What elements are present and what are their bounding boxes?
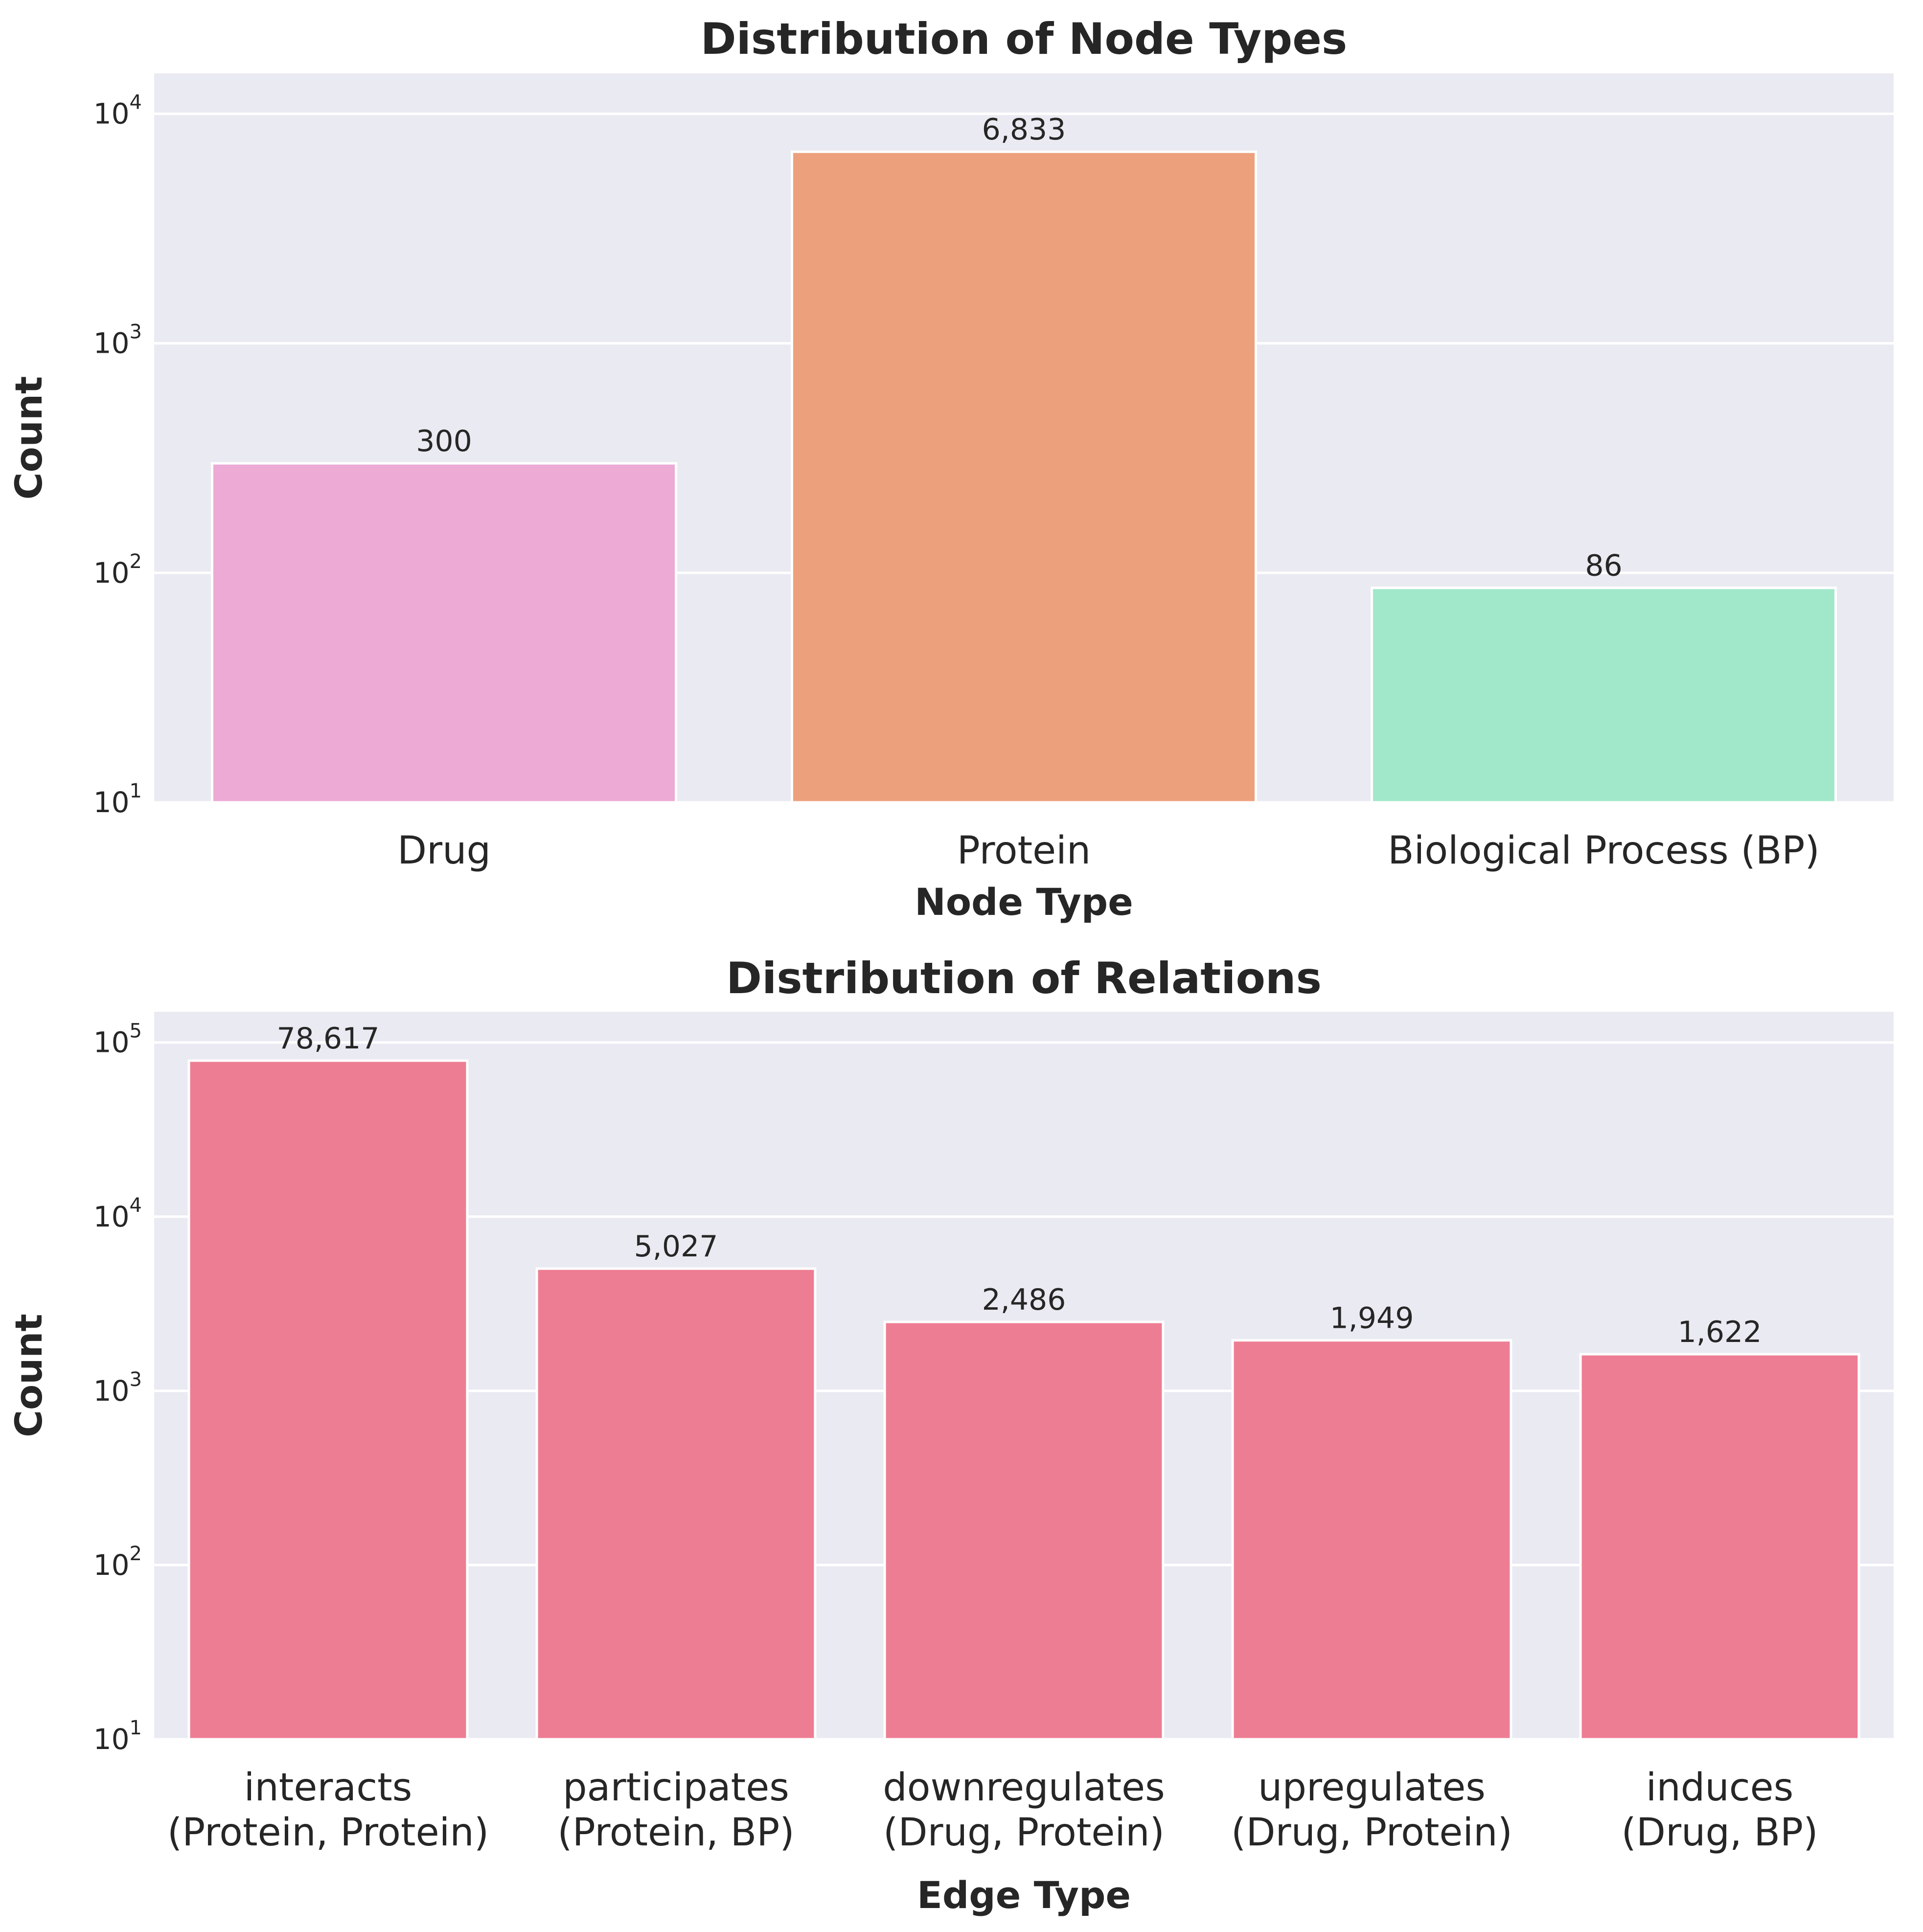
data-label: 78,617 bbox=[277, 1022, 380, 1056]
y-tick-label: 101 bbox=[93, 780, 142, 819]
data-label: 2,486 bbox=[982, 1283, 1066, 1317]
data-label: 5,027 bbox=[634, 1229, 718, 1264]
x-tick-label: Protein bbox=[957, 829, 1091, 873]
y-tick-label: 105 bbox=[93, 1020, 142, 1059]
chart-title: Distribution of Relations bbox=[726, 953, 1322, 1003]
x-axis-label: Node Type bbox=[915, 880, 1133, 924]
x-tick-label: upregulates (Drug, Protein) bbox=[1231, 1766, 1512, 1855]
bar bbox=[791, 150, 1257, 804]
y-axis-label: Count bbox=[7, 1314, 50, 1437]
y-tick-label: 104 bbox=[93, 1194, 142, 1233]
bar bbox=[1371, 587, 1837, 804]
bar bbox=[1231, 1339, 1512, 1741]
y-tick-label: 104 bbox=[93, 91, 142, 131]
bar bbox=[883, 1320, 1165, 1741]
data-label: 300 bbox=[416, 424, 472, 458]
y-tick-label: 102 bbox=[93, 550, 142, 590]
x-tick-label: Drug bbox=[397, 829, 491, 873]
bar bbox=[535, 1267, 817, 1741]
data-label: 1,622 bbox=[1678, 1315, 1762, 1349]
bar bbox=[211, 462, 677, 804]
chart-1: 101 102 103 104 300 Drug 6,833 Protein 86 Biologi… bbox=[7, 14, 1894, 924]
bar bbox=[1579, 1353, 1860, 1741]
x-tick-label: Biological Process (BP) bbox=[1388, 829, 1820, 873]
data-label: 86 bbox=[1585, 549, 1622, 583]
y-tick-label: 102 bbox=[93, 1543, 142, 1582]
x-tick-label: induces (Drug, BP) bbox=[1621, 1766, 1818, 1855]
x-axis-label: Edge Type bbox=[917, 1873, 1131, 1917]
y-tick-label: 103 bbox=[93, 321, 142, 360]
chart-2: 101 102 103 104 105 78,617 interacts (Protein, … bbox=[7, 953, 1894, 1917]
y-axis-label: Count bbox=[7, 376, 50, 500]
y-tick-label: 103 bbox=[93, 1368, 142, 1408]
data-label: 1,949 bbox=[1330, 1301, 1414, 1336]
data-label: 6,833 bbox=[982, 113, 1066, 147]
x-tick-label: downregulates (Drug, Protein) bbox=[883, 1766, 1165, 1855]
bar bbox=[187, 1059, 469, 1741]
x-tick-label: interacts (Protein, Protein) bbox=[167, 1766, 489, 1855]
x-tick-label: participates (Protein, BP) bbox=[557, 1766, 794, 1855]
chart-title: Distribution of Node Types bbox=[701, 14, 1348, 64]
y-tick-label: 101 bbox=[93, 1717, 142, 1756]
